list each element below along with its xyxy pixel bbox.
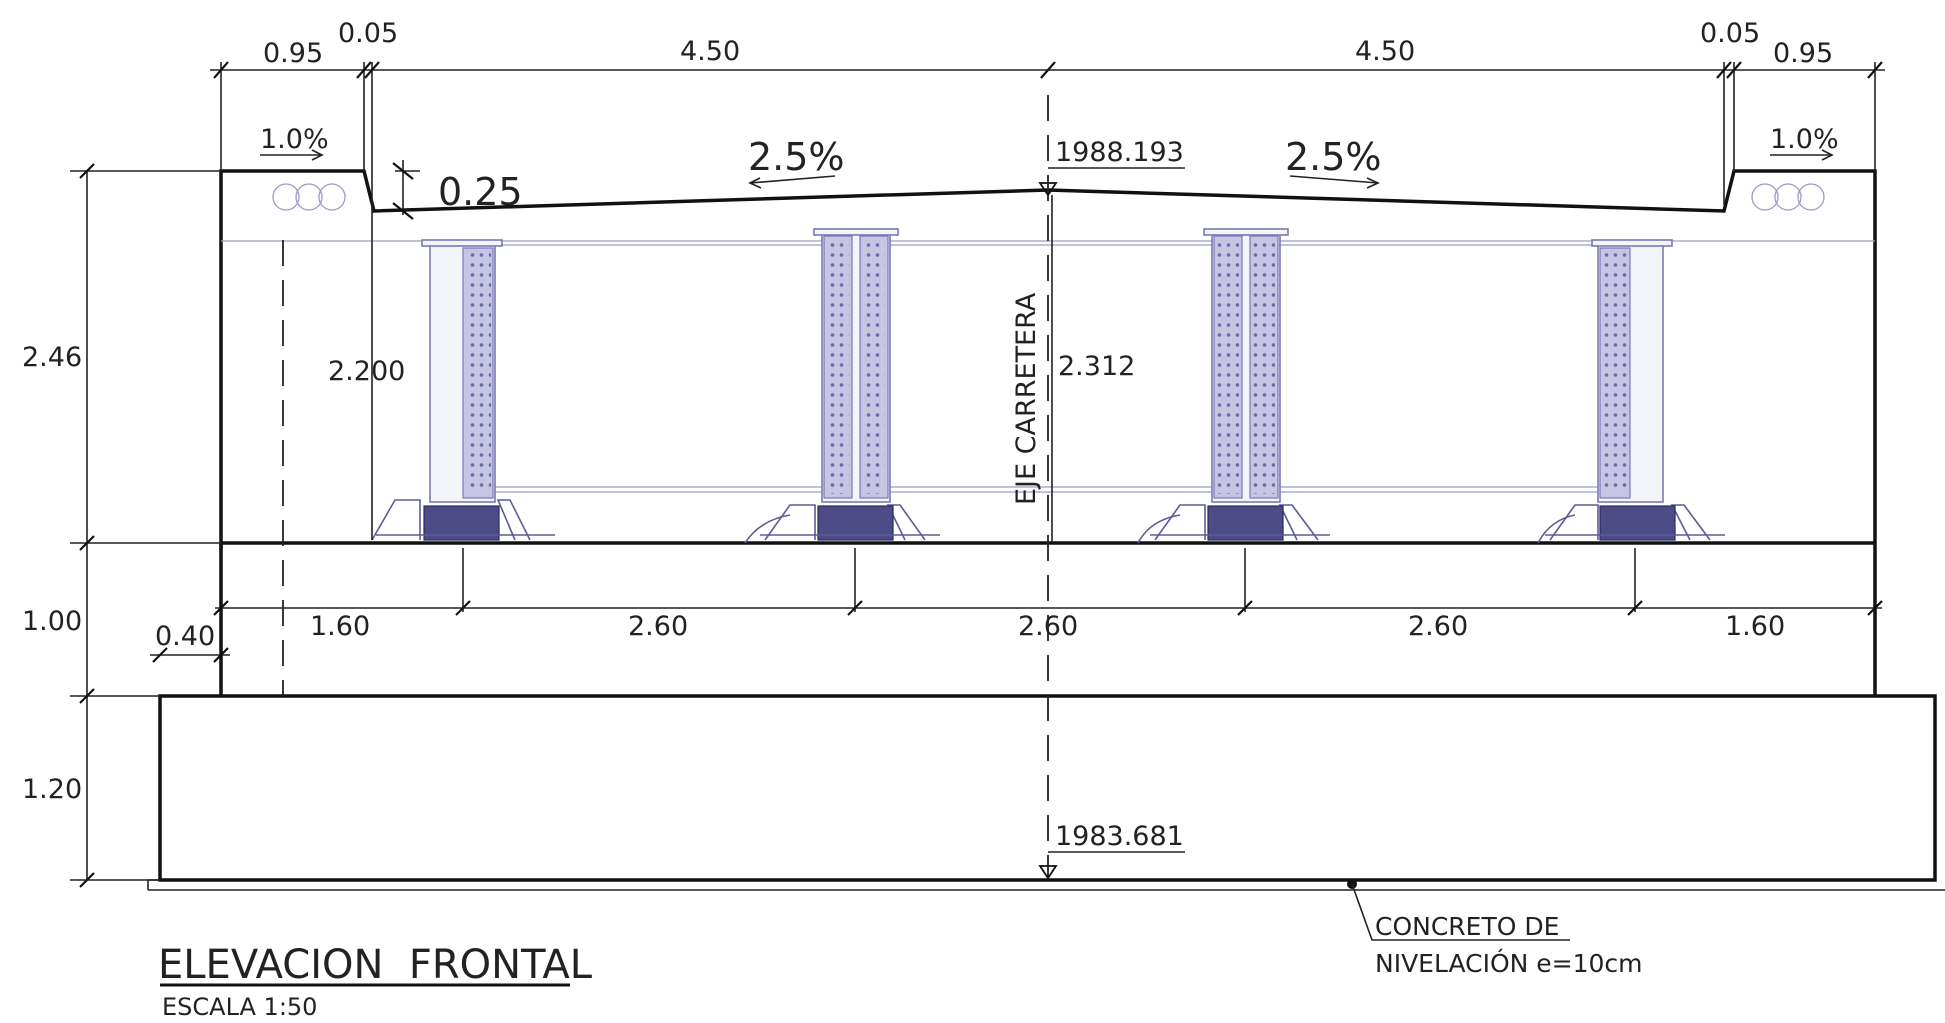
beam-height-label-center: 2.312 (1058, 351, 1135, 382)
beam-spacing-5: 1.60 (1725, 611, 1785, 642)
elevation-marker-bottom (1038, 851, 1185, 880)
slope-label-sidewalk-left: 1.0% (260, 124, 329, 155)
top-dim-lane-right: 4.50 (1355, 36, 1415, 67)
beam-spacing-4: 2.60 (1408, 611, 1468, 642)
left-dimension-line (70, 163, 221, 888)
curb-dimension-line (392, 160, 420, 220)
slope-arrow-sidewalk-right (1770, 149, 1834, 161)
girder-1 (421, 239, 503, 503)
elevation-label-top: 1988.193 (1055, 137, 1184, 168)
note-leader (1347, 879, 1570, 941)
top-dimension-line (210, 61, 1885, 205)
slope-arrow-deck-right (1289, 175, 1380, 189)
drawing-scale: ESCALA 1:50 (162, 993, 317, 1021)
elevation-label-bottom: 1983.681 (1055, 821, 1184, 852)
top-dim-lane-left: 4.50 (680, 36, 740, 67)
note-line-2: NIVELACIÓN e=10cm (1375, 948, 1643, 978)
road-axis-label: EJE CARRETERA (1011, 292, 1042, 505)
drawing-title: ELEVACION FRONTAL (158, 942, 593, 988)
slope-arrow-sidewalk-left (260, 149, 324, 161)
bearing-3 (1137, 504, 1330, 544)
offset-dim-label: 0.40 (155, 621, 215, 652)
bearing-4 (1537, 504, 1725, 544)
slope-label-sidewalk-right: 1.0% (1770, 124, 1839, 155)
girder-4 (1591, 239, 1673, 503)
curb-height-label: 0.25 (438, 170, 523, 214)
slope-arrow-deck-left (748, 175, 836, 189)
beam-spacing-1: 1.60 (310, 611, 370, 642)
left-dim-footing: 1.20 (22, 774, 82, 805)
left-dim-cap: 1.00 (22, 606, 82, 637)
top-dim-sidewalk-right: 0.95 (1773, 38, 1833, 69)
beam-spacing-2: 2.60 (628, 611, 688, 642)
beam-spacing-dimension-line (213, 548, 1883, 616)
slope-label-deck-right: 2.5% (1285, 135, 1382, 179)
duct-group-right (1751, 183, 1825, 211)
slope-label-deck-left: 2.5% (748, 135, 845, 179)
top-dim-curb-left: 0.05 (338, 18, 398, 49)
beam-height-label-left: 2.200 (328, 356, 405, 387)
left-dim-deck: 2.46 (22, 342, 82, 373)
bearing-1 (371, 499, 555, 541)
note-line-1: CONCRETO DE (1375, 912, 1559, 941)
top-dim-sidewalk-left: 0.95 (263, 38, 323, 69)
girder-2 (813, 228, 899, 503)
duct-group-left (272, 183, 346, 211)
elevation-marker-top (1038, 167, 1185, 197)
top-dim-curb-right: 0.05 (1700, 18, 1760, 49)
girder-3 (1203, 228, 1289, 503)
bearing-2 (744, 504, 940, 544)
beam-spacing-3: 2.60 (1018, 611, 1078, 642)
offset-dimension-line (150, 647, 230, 663)
